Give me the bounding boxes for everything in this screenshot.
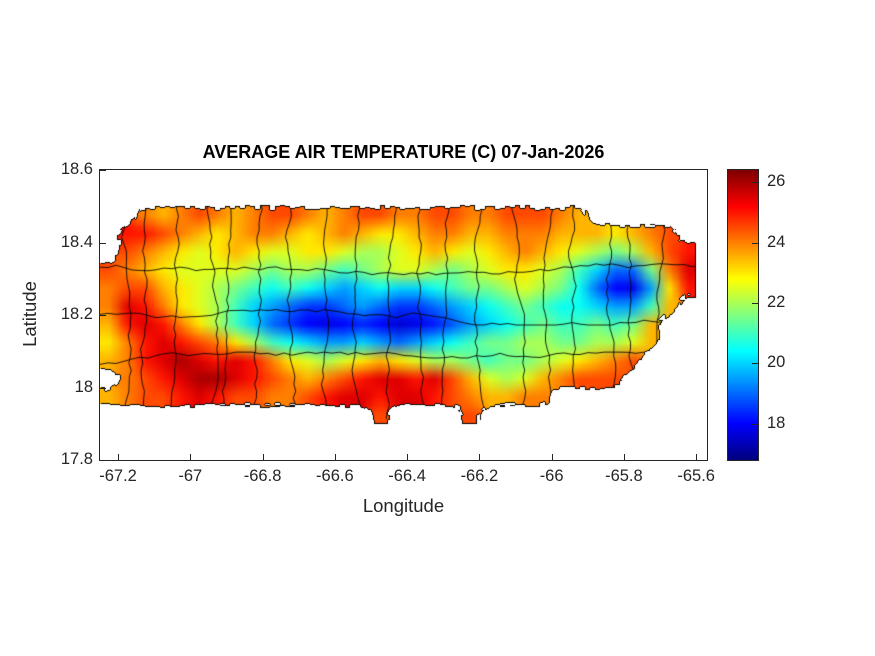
y-axis-label: Latitude xyxy=(19,281,40,347)
colorbar-tick-label: 18 xyxy=(767,413,786,432)
y-tick-label: 18.4 xyxy=(60,232,93,251)
x-tick-label: -67 xyxy=(178,467,203,485)
x-tick-label: -65.8 xyxy=(605,467,643,485)
x-tick-label: -66.4 xyxy=(388,467,426,485)
x-axis-label: Longitude xyxy=(362,495,445,516)
colorbar-tick-label: 24 xyxy=(767,232,786,251)
y-tick-label: 18.6 xyxy=(60,160,93,178)
x-tick-label: -66.6 xyxy=(316,467,354,485)
y-tick-label: 18 xyxy=(74,377,93,396)
x-tick-label: -66.8 xyxy=(243,467,282,485)
colorbar-tick-label: 20 xyxy=(767,353,786,372)
x-tick-label: -66.2 xyxy=(460,467,499,485)
y-tick-label: 17.8 xyxy=(60,450,93,468)
colorbar-tick-label: 22 xyxy=(767,292,786,311)
x-tick-label: -67.2 xyxy=(99,467,137,485)
x-tick-label: -66 xyxy=(539,467,564,485)
chart-title: AVERAGE AIR TEMPERATURE (C) 07-Jan-2026 xyxy=(202,142,605,162)
x-tick-label: -65.6 xyxy=(677,467,715,485)
heatmap-canvas xyxy=(100,170,707,460)
plot-area xyxy=(99,169,708,461)
colorbar-tick-label: 26 xyxy=(767,172,786,191)
colorbar-frame xyxy=(727,169,759,461)
colorbar-gradient xyxy=(728,170,758,460)
